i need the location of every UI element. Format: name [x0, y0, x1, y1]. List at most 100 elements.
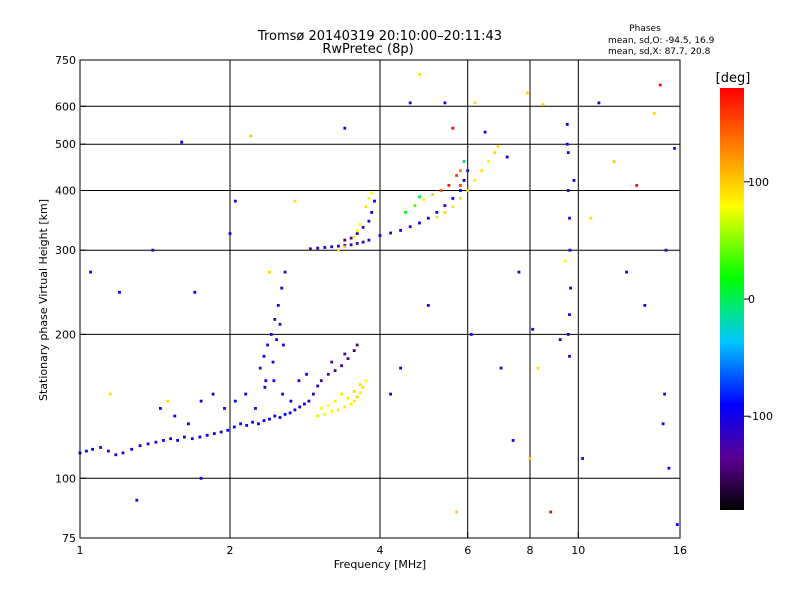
data-point — [418, 195, 421, 199]
data-point — [358, 222, 362, 226]
data-point — [114, 453, 118, 457]
data-point — [404, 211, 407, 214]
data-point — [169, 437, 172, 441]
data-point — [565, 123, 569, 126]
data-point — [340, 364, 343, 368]
data-point — [343, 245, 347, 249]
data-point — [358, 383, 362, 386]
data-point — [319, 379, 323, 383]
data-point — [487, 160, 490, 163]
data-point — [664, 248, 668, 252]
data-point — [658, 83, 662, 87]
data-point — [297, 379, 301, 383]
data-point — [326, 404, 330, 407]
data-point — [541, 103, 545, 106]
data-point — [340, 392, 343, 396]
data-point — [268, 417, 271, 421]
data-point — [462, 160, 466, 163]
data-point — [268, 270, 271, 274]
data-point — [316, 414, 320, 418]
data-point — [316, 384, 320, 388]
y-tick-label: 75 — [62, 532, 76, 545]
data-point — [85, 449, 88, 453]
data-point — [466, 169, 470, 173]
data-point — [568, 313, 571, 316]
data-point — [262, 419, 266, 422]
data-point — [581, 457, 584, 460]
data-point — [473, 179, 477, 182]
data-point — [219, 430, 223, 434]
data-point — [108, 392, 112, 396]
data-point — [323, 246, 327, 249]
data-point — [418, 72, 421, 76]
x-tick-label: 8 — [527, 544, 534, 557]
data-point — [435, 215, 439, 219]
data-point — [462, 179, 466, 182]
data-point — [319, 407, 323, 410]
y-axis-ticks: 75 100 200 300 400 500 600 750 — [55, 54, 86, 545]
data-point — [289, 399, 293, 403]
data-point — [466, 189, 470, 192]
data-point — [159, 407, 162, 410]
data-point — [443, 204, 447, 207]
data-point — [239, 422, 242, 426]
data-point — [269, 333, 273, 336]
data-point — [589, 216, 593, 220]
data-point — [499, 366, 503, 370]
data-point — [459, 169, 462, 173]
data-point — [352, 399, 356, 403]
data-point — [399, 229, 402, 232]
data-point — [455, 510, 458, 514]
data-point — [355, 232, 359, 235]
data-point — [326, 372, 330, 376]
x-axis-ticks: 1 2 4 6 8 10 16 — [77, 532, 687, 557]
data-point — [389, 231, 392, 235]
data-point — [278, 416, 282, 419]
data-point — [343, 405, 347, 409]
colorbar: [deg] 100 0 -100 — [716, 71, 773, 510]
data-point — [273, 414, 277, 418]
data-point — [254, 407, 257, 410]
data-point — [352, 349, 356, 352]
data-point — [355, 343, 359, 347]
data-point — [469, 333, 473, 336]
data-point — [355, 229, 359, 232]
data-point — [418, 221, 421, 225]
data-point — [193, 290, 197, 294]
data-point — [283, 270, 287, 274]
data-point — [173, 414, 177, 418]
data-point — [511, 439, 515, 442]
data-point — [493, 151, 497, 154]
data-point — [226, 428, 230, 432]
data-point — [443, 211, 447, 214]
data-point — [233, 199, 237, 203]
stats-x-line: mean, sd,X: 87.7, 20.8 — [608, 47, 711, 57]
data-point — [121, 451, 125, 455]
data-point — [151, 248, 155, 252]
colorbar-tick-label: 0 — [748, 293, 755, 306]
data-point — [337, 408, 340, 412]
data-point — [266, 343, 269, 347]
data-point — [364, 379, 368, 383]
data-point — [258, 366, 262, 370]
data-point — [343, 238, 347, 242]
data-point — [426, 304, 430, 307]
data-point — [276, 304, 280, 307]
data-point — [312, 392, 315, 396]
data-point — [352, 390, 356, 393]
data-point — [166, 399, 170, 403]
x-tick-label: 2 — [227, 544, 234, 557]
data-point — [176, 439, 179, 442]
data-point — [447, 184, 451, 187]
chart-subtitle: RwPretec (8p) — [322, 42, 413, 57]
data-point — [667, 466, 671, 470]
data-point — [135, 498, 139, 502]
data-point — [130, 447, 134, 451]
data-point — [361, 385, 365, 389]
data-point — [118, 290, 121, 294]
data-point — [89, 270, 92, 274]
data-point — [303, 402, 306, 406]
data-point — [367, 219, 371, 223]
data-point — [278, 322, 282, 326]
data-point — [343, 126, 347, 130]
